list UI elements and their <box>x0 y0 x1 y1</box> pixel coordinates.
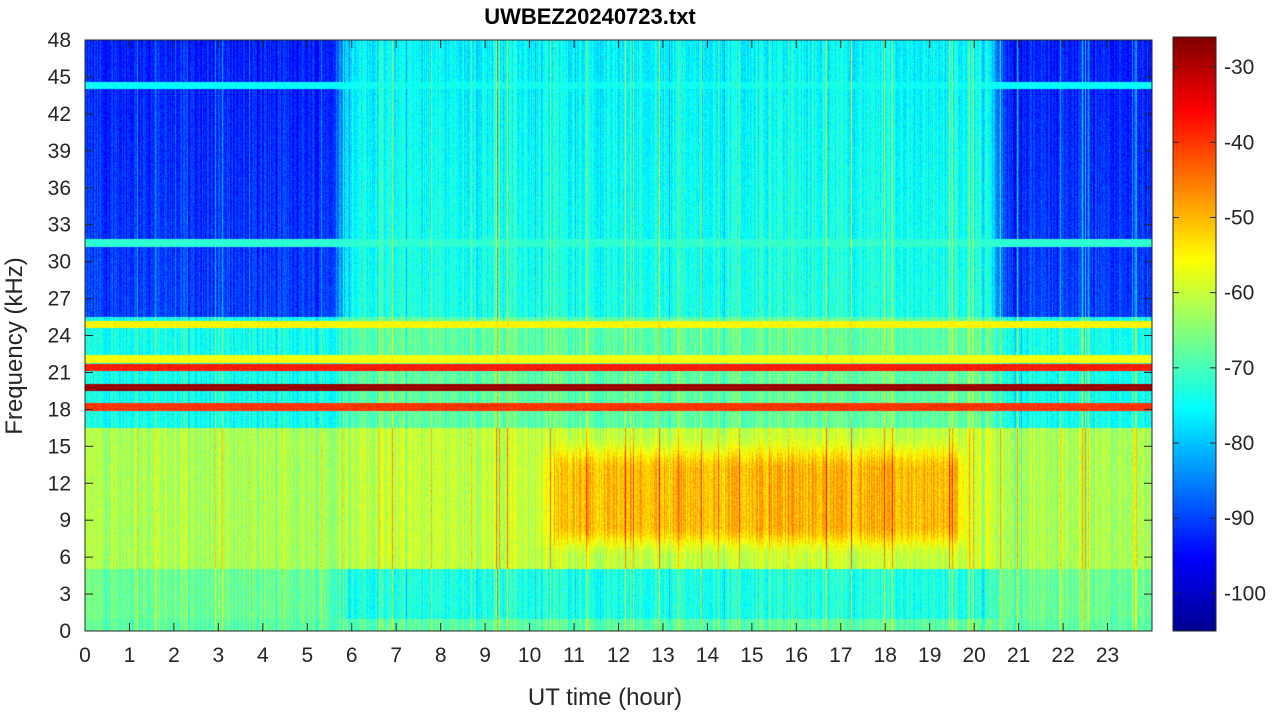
x-tick-label: 1 <box>124 644 136 667</box>
x-tick-label: 22 <box>1051 644 1074 667</box>
x-tick-label: 23 <box>1096 644 1119 667</box>
colorbar-tick-label: -90 <box>1224 507 1254 530</box>
x-tick-label: 17 <box>829 644 852 667</box>
y-tick-label: 15 <box>48 435 71 458</box>
x-tick-label: 16 <box>785 644 808 667</box>
y-tick-label: 36 <box>48 177 71 200</box>
x-tick-label: 15 <box>740 644 763 667</box>
y-tick-label: 0 <box>59 620 71 643</box>
colorbar-tick-label: -50 <box>1224 206 1254 229</box>
x-tick-label: 8 <box>435 644 447 667</box>
colorbar-tick-label: -100 <box>1224 582 1266 605</box>
x-tick-label: 0 <box>79 644 91 667</box>
x-tick-label: 20 <box>962 644 985 667</box>
x-tick-label: 21 <box>1007 644 1030 667</box>
y-tick-label: 45 <box>48 66 71 89</box>
colorbar-tick-label: -30 <box>1224 56 1254 79</box>
x-tick-label: 13 <box>651 644 674 667</box>
x-tick-label: 14 <box>696 644 720 667</box>
y-tick-label: 12 <box>48 472 71 495</box>
x-tick-label: 5 <box>301 644 313 667</box>
y-tick-label: 24 <box>48 325 72 348</box>
colorbar-tick-label: -40 <box>1224 131 1254 154</box>
y-tick-label: 27 <box>48 288 71 311</box>
y-tick-label: 42 <box>48 103 71 126</box>
y-tick-label: 39 <box>48 140 71 163</box>
x-tick-label: 11 <box>563 644 585 667</box>
plot-area <box>84 39 1153 632</box>
y-tick-label: 48 <box>48 29 71 52</box>
x-axis: 0 1 2 3 4 5 6 7 8 9 10 11 12 13 14 15 16 17 18 19 20 21 22 23 <box>79 40 1119 667</box>
x-tick-label: 18 <box>874 644 897 667</box>
x-tick-label: 12 <box>607 644 630 667</box>
x-axis-label: UT time (hour) <box>528 684 682 711</box>
spectrogram-image <box>85 40 1152 631</box>
chart-title: UWBEZ20240723.txt <box>484 4 696 29</box>
colorbar-gradient <box>1172 36 1217 632</box>
y-tick-label: 3 <box>59 583 71 606</box>
colorbar-tick-label: -70 <box>1224 357 1254 380</box>
x-tick-label: 3 <box>213 644 225 667</box>
colorbar-tick-label: -80 <box>1224 432 1254 455</box>
x-tick-label: 2 <box>168 644 180 667</box>
x-tick-label: 9 <box>479 644 491 667</box>
colorbar-tick-label: -60 <box>1224 282 1254 305</box>
y-tick-label: 33 <box>48 214 71 237</box>
x-tick-label: 4 <box>257 644 269 667</box>
colorbar: -100 -90 -80 -70 -60 -50 -40 -30 <box>1172 36 1266 632</box>
y-axis-label: Frequency (kHz) <box>1 257 28 434</box>
x-tick-label: 19 <box>918 644 941 667</box>
y-tick-label: 9 <box>59 509 71 532</box>
x-tick-label: 7 <box>390 644 402 667</box>
colorbar-ticks: -100 -90 -80 -70 -60 -50 -40 -30 <box>1173 56 1266 605</box>
y-tick-label: 18 <box>48 398 71 421</box>
x-tick-label: 6 <box>346 644 358 667</box>
y-tick-label: 30 <box>48 251 71 274</box>
y-tick-label: 21 <box>48 361 71 384</box>
y-tick-label: 6 <box>59 546 71 569</box>
x-tick-label: 10 <box>518 644 541 667</box>
